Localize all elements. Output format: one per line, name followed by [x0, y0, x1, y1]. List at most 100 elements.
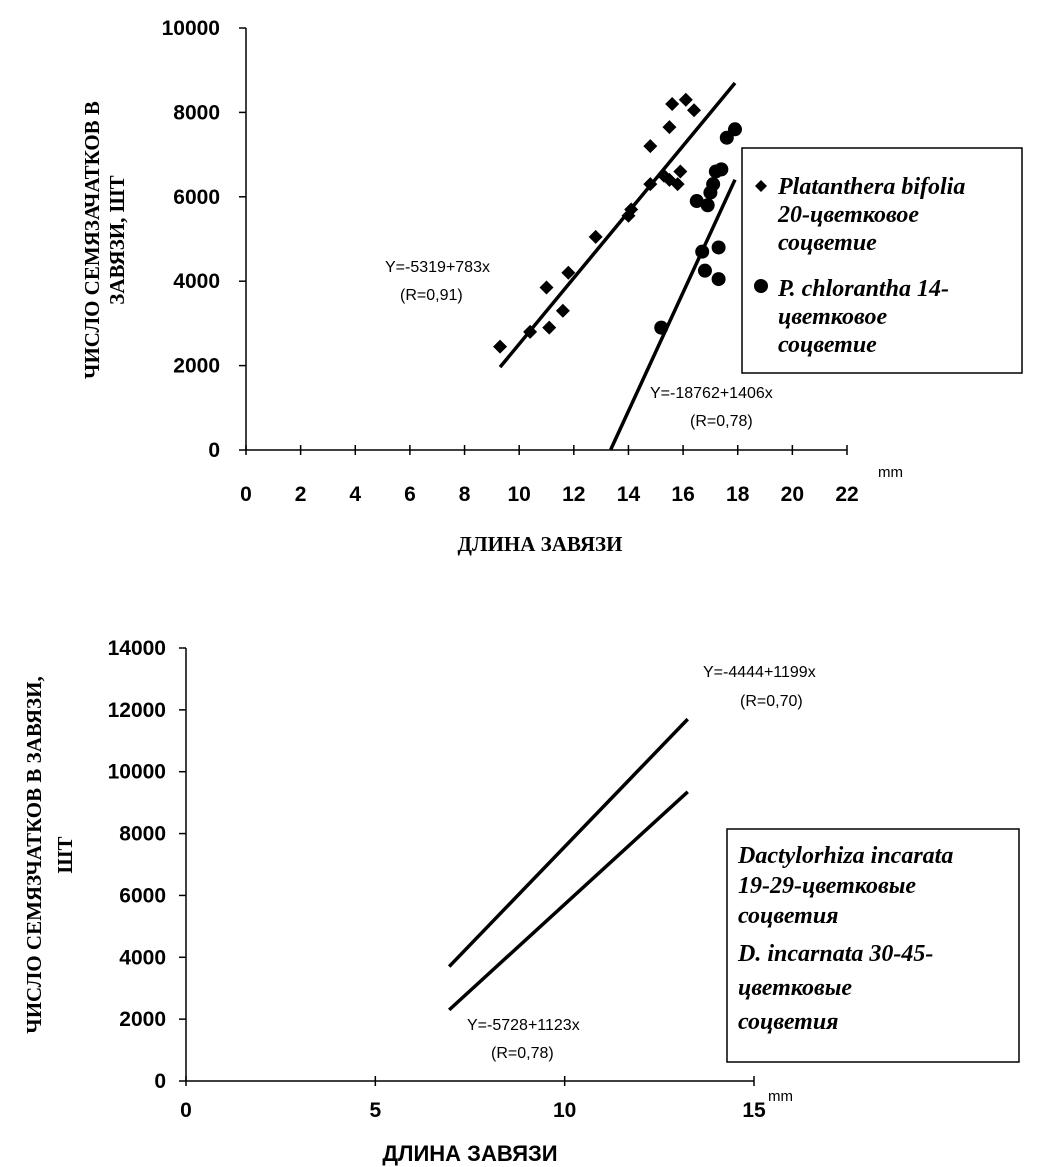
- chart1-eq1-formula: Y=-5319+783x: [385, 259, 490, 276]
- chart1-point-diamond: [493, 339, 508, 354]
- chart1-x-tick-label: 22: [835, 483, 858, 506]
- chart1-equation-2: Y=-18762+1406x (R=0,78): [650, 385, 773, 430]
- chart-1: ЧИСЛО СЕМЯЗАЧАТКОВ В ЗАВЯЗИ, ШТ 0 2000 400…: [80, 17, 1023, 556]
- chart2-y-tick-label: 2000: [119, 1008, 166, 1031]
- legend-diamond-marker: [755, 180, 767, 192]
- chart1-point-diamond: [624, 202, 639, 217]
- chart1-y-tick-label: 4000: [173, 270, 220, 293]
- chart2-line-1: [447, 717, 689, 968]
- chart1-trendline-2: [609, 178, 737, 451]
- chart1-axes: [239, 27, 848, 455]
- chart1-y-tick-label: 8000: [173, 101, 220, 124]
- chart2-eq1-formula: Y=-4444+1199x: [703, 664, 816, 681]
- legend-circle-marker: [754, 279, 768, 293]
- chart1-x-tick-label: 14: [617, 483, 641, 506]
- chart2-legend-entry1-line3: соцветия: [738, 903, 839, 929]
- chart1-x-tick-label: 2: [295, 483, 307, 506]
- chart1-point-circle: [654, 320, 669, 335]
- chart1-point-circle: [711, 240, 726, 255]
- chart1-x-tick-label: 6: [404, 483, 416, 506]
- chart1-x-tick-label: 20: [781, 483, 804, 506]
- chart1-point-circle: [697, 263, 712, 278]
- chart2-eq2-r: (R=0,78): [491, 1045, 554, 1062]
- chart1-point-circle: [689, 194, 704, 209]
- chart1-point-diamond: [673, 164, 688, 179]
- chart2-x-axis-label: ДЛИНА ЗАВЯЗИ: [382, 1141, 557, 1166]
- chart1-legend-entry1-line1: Platanthera bifolia: [777, 174, 965, 200]
- chart2-lines: [447, 717, 689, 1012]
- chart1-ylabel-line2: ЗАВЯЗИ, ШТ: [105, 175, 129, 304]
- chart2-x-tick-label: 10: [553, 1099, 576, 1122]
- chart1-point-diamond: [643, 177, 658, 192]
- chart1-point-diamond: [523, 324, 538, 339]
- chart1-y-axis-label: ЧИСЛО СЕМЯЗАЧАТКОВ В ЗАВЯЗИ, ШТ: [80, 101, 129, 379]
- chart1-x-tick-label: 12: [562, 483, 585, 506]
- chart1-x-axis-label: ДЛИНА ЗАВЯЗИ: [458, 532, 623, 556]
- chart1-trendline-1: [498, 81, 737, 369]
- chart2-legend-entry2-line1: D. incarnata 30-45-: [737, 941, 933, 967]
- chart1-eq2-r: (R=0,78): [690, 413, 753, 430]
- chart-2: ЧИСЛО СЕМЯЗЧАТКОВ В ЗАВЯЗИ, ШТ 0 2000 4000…: [22, 637, 1020, 1166]
- chart2-x-tick-label: 15: [742, 1099, 766, 1122]
- chart2-y-tick-label: 12000: [108, 699, 166, 722]
- chart1-point-circle: [727, 122, 742, 137]
- chart1-point-diamond: [555, 303, 570, 318]
- chart1-y-tick-label: 2000: [173, 355, 220, 378]
- chart2-x-tick-labels: 0 5 10 15: [180, 1099, 766, 1122]
- chart1-point-circle: [714, 162, 729, 177]
- chart1-legend-entry1-line3: соцветие: [778, 230, 877, 256]
- chart1-point-diamond: [665, 96, 680, 111]
- chart2-legend-box: [726, 828, 1020, 1063]
- chart1-point-diamond: [687, 103, 702, 118]
- chart2-x-unit: mm: [768, 1088, 793, 1105]
- chart1-point-diamond: [542, 320, 557, 335]
- chart1-point-diamond: [643, 139, 658, 154]
- chart1-y-tick-label: 6000: [173, 186, 220, 209]
- chart1-eq1-r: (R=0,91): [400, 287, 463, 304]
- chart1-legend-entry2-line2: цветковое: [778, 304, 887, 330]
- chart2-y-tick-label: 4000: [119, 946, 166, 969]
- chart1-y-tick-label: 10000: [162, 17, 220, 40]
- chart2-y-tick-label: 0: [154, 1070, 166, 1093]
- chart1-x-tick-label: 4: [349, 483, 361, 506]
- chart1-x-tick-label: 18: [726, 483, 750, 506]
- chart2-axes: [179, 647, 755, 1086]
- chart1-point-diamond: [539, 280, 554, 295]
- chart2-y-axis-label: ЧИСЛО СЕМЯЗЧАТКОВ В ЗАВЯЗИ, ШТ: [22, 676, 77, 1033]
- chart2-equation-1: Y=-4444+1199x (R=0,70): [703, 664, 816, 710]
- chart2-equation-2: Y=-5728+1123x (R=0,78): [467, 1017, 580, 1062]
- chart1-legend-entry2-line1: P. chlorantha 14-: [777, 276, 949, 302]
- chart1-point-circle: [706, 177, 721, 192]
- chart1-points: [493, 92, 742, 354]
- chart1-x-tick-label: 16: [671, 483, 694, 506]
- chart1-x-tick-labels: 0 2 4 6 8 10 12 14 16 18 20 22: [240, 483, 859, 506]
- chart1-y-tick-labels: 0 2000 4000 6000 8000 10000: [162, 17, 220, 462]
- chart1-x-tick-label: 8: [459, 483, 471, 506]
- chart1-point-diamond: [670, 177, 685, 192]
- chart2-legend-entry2-line2: цветковые: [738, 975, 852, 1001]
- chart1-trendlines: [498, 81, 737, 451]
- chart1-legend-entry2-line3: соцветие: [778, 332, 877, 358]
- chart2-legend-entry2-line3: соцветия: [738, 1009, 839, 1035]
- chart1-point-diamond: [588, 229, 603, 244]
- chart1-point-diamond: [662, 120, 677, 135]
- chart1-legend-box: [741, 147, 1023, 374]
- chart2-y-tick-label: 14000: [108, 637, 166, 660]
- chart2-y-tick-label: 10000: [108, 761, 166, 784]
- chart1-legend: Platanthera bifolia 20-цветковое соцвети…: [741, 147, 1023, 374]
- chart2-legend: Dactylorhiza incarata 19-29-цветковые со…: [726, 828, 1020, 1063]
- chart2-ylabel-line1: ЧИСЛО СЕМЯЗЧАТКОВ В ЗАВЯЗИ,: [22, 676, 46, 1033]
- chart2-legend-entry1-line2: 19-29-цветковые: [738, 873, 916, 899]
- chart1-ylabel-line1: ЧИСЛО СЕМЯЗАЧАТКОВ В: [80, 101, 104, 379]
- chart2-eq1-r: (R=0,70): [740, 693, 803, 710]
- chart1-point-circle: [711, 272, 726, 287]
- chart1-x-tick-label: 10: [508, 483, 531, 506]
- chart1-point-diamond: [678, 92, 693, 107]
- chart1-x-tick-label: 0: [240, 483, 252, 506]
- chart2-eq2-formula: Y=-5728+1123x: [467, 1017, 580, 1034]
- chart2-x-tick-label: 5: [369, 1099, 381, 1122]
- chart1-point-diamond: [561, 265, 576, 280]
- chart1-x-unit: mm: [878, 464, 903, 481]
- chart1-equation-1: Y=-5319+783x (R=0,91): [385, 259, 490, 304]
